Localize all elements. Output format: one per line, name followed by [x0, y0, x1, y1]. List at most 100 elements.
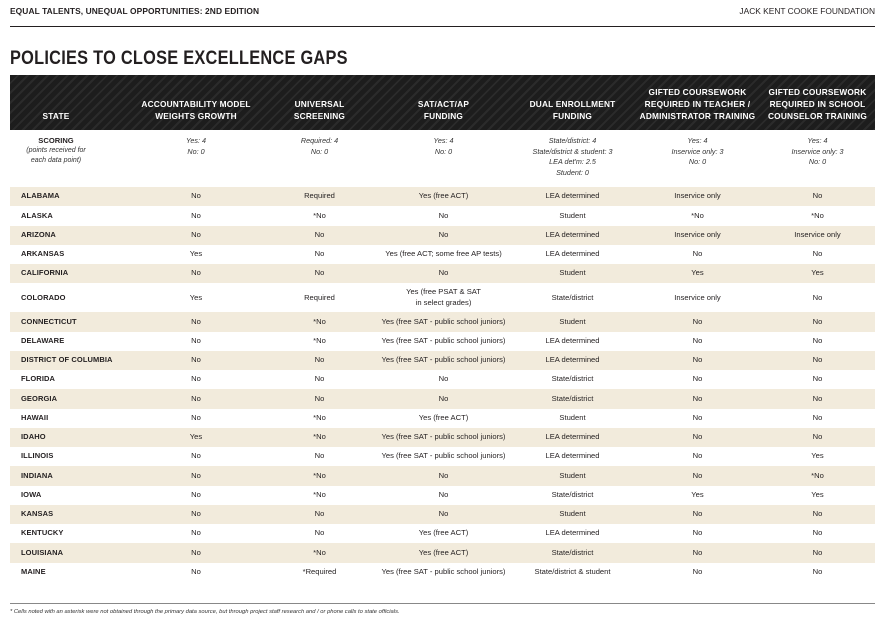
cell-counselor-training: No — [812, 509, 823, 519]
cell-universal-screening: *No — [313, 489, 326, 499]
cell-accountability: No — [191, 191, 201, 201]
cell-accountability: No — [191, 335, 201, 345]
cell-state: DELAWARE — [21, 335, 65, 345]
column-header-counselor-training: GIFTED COURSEWORK REQUIRED IN SCHOOL COU… — [767, 87, 867, 121]
table-row: ALASKA No *No No Student *No *No — [10, 206, 875, 225]
cell-dual-enrollment: LEA determined — [545, 229, 600, 239]
table-row: INDIANA No *No No Student No *No — [10, 466, 875, 486]
cell-dual-enrollment: LEA determined — [545, 191, 600, 201]
cell-teacher-training: No — [692, 528, 703, 538]
cell-state: ARIZONA — [21, 229, 56, 239]
table-row: CONNECTICUT No *No Yes (free SAT - public s… — [10, 312, 875, 332]
cell-universal-screening: Required — [304, 292, 335, 302]
cell-state: MAINE — [21, 566, 46, 576]
cell-test-funding: No — [438, 509, 449, 519]
cell-universal-screening: *No — [313, 412, 326, 422]
running-header: EQUAL TALENTS, UNEQUAL OPPORTUNITIES: 2N… — [10, 6, 875, 20]
cell-counselor-training: No — [812, 335, 823, 345]
cell-universal-screening: Required — [304, 191, 335, 201]
page-title: POLICIES TO CLOSE EXCELLENCE GAPS — [10, 48, 348, 69]
cell-teacher-training: No — [692, 566, 703, 576]
column-header-test-funding: SAT/ACT/AP FUNDING — [417, 99, 470, 121]
cell-teacher-training: No — [692, 393, 703, 403]
cell-state: CONNECTICUT — [21, 316, 77, 326]
cell-test-funding: No — [438, 374, 449, 384]
cell-accountability: No — [191, 393, 201, 403]
cell-dual-enrollment: LEA determined — [545, 335, 600, 345]
cell-test-funding: Yes (free ACT) — [418, 412, 469, 422]
cell-dual-enrollment: State/district & student — [534, 566, 611, 576]
cell-state: LOUISIANA — [21, 547, 64, 557]
table-row: DELAWARE No *No Yes (free SAT - public scho… — [10, 332, 875, 351]
cell-counselor-training: No — [812, 432, 823, 442]
cell-teacher-training: No — [692, 316, 703, 326]
cell-test-funding: No — [438, 268, 449, 278]
cell-accountability: Yes — [189, 249, 203, 259]
cell-accountability: No — [191, 470, 201, 480]
table-row: ARKANSAS Yes No Yes (free ACT; some free AP… — [10, 245, 875, 264]
cell-universal-screening: No — [314, 355, 325, 365]
table-row: DISTRICT OF COLUMBIA No No Yes (free SAT - … — [10, 350, 875, 370]
cell-teacher-training: No — [692, 547, 703, 557]
cell-teacher-training: No — [692, 355, 703, 365]
cell-counselor-training: Yes — [811, 268, 824, 278]
cell-accountability: No — [191, 451, 201, 461]
cell-accountability: No — [191, 566, 201, 576]
cell-universal-screening: No — [314, 374, 325, 384]
cell-counselor-training: *No — [811, 470, 824, 480]
table-row: GEORGIA No No No State/district No No — [10, 389, 875, 409]
cell-counselor-training: No — [812, 374, 823, 384]
cell-teacher-training: No — [692, 412, 703, 422]
cell-test-funding: Yes (free ACT) — [418, 191, 469, 201]
cell-accountability: Yes — [189, 432, 203, 442]
cell-test-funding: Yes (free SAT - public school juniors) — [381, 335, 506, 345]
publisher-name: JACK KENT COOKE FOUNDATION — [739, 6, 875, 16]
cell-counselor-training: No — [812, 316, 823, 326]
cell-test-funding: Yes (free ACT) — [418, 547, 469, 557]
scoring-accountability: Yes: 4 No: 0 — [186, 136, 206, 156]
cell-universal-screening: No — [314, 249, 325, 259]
cell-universal-screening: No — [314, 393, 325, 403]
table-row: FLORIDA No No No State/district No No — [10, 370, 875, 389]
cell-universal-screening: *No — [313, 470, 326, 480]
cell-dual-enrollment: Student — [559, 509, 586, 519]
cell-state: KENTUCKY — [21, 528, 64, 538]
table-row: ILLINOIS No No Yes (free SAT - public schoo… — [10, 447, 875, 466]
cell-universal-screening: *No — [313, 210, 326, 220]
cell-dual-enrollment: State/district — [551, 393, 594, 403]
cell-state: COLORADO — [21, 292, 66, 302]
cell-dual-enrollment: Student — [559, 268, 586, 278]
cell-state: ARKANSAS — [21, 249, 65, 259]
column-header-accountability: ACCOUNTABILITY MODEL WEIGHTS GROWTH — [141, 99, 251, 121]
cell-universal-screening: No — [314, 451, 325, 461]
cell-dual-enrollment: State/district — [551, 547, 594, 557]
table-row: ALABAMA No Required Yes (free ACT) LEA deter… — [10, 187, 875, 207]
cell-universal-screening: No — [314, 229, 325, 239]
cell-accountability: No — [191, 355, 201, 365]
scoring-test-funding: Yes: 4 No: 0 — [433, 136, 454, 156]
cell-universal-screening: *No — [313, 432, 326, 442]
cell-state: DISTRICT OF COLUMBIA — [21, 355, 113, 365]
cell-teacher-training: *No — [691, 210, 704, 220]
cell-test-funding: No — [438, 393, 449, 403]
cell-state: INDIANA — [21, 470, 53, 480]
footnote: * Cells noted with an asterisk were not … — [10, 609, 400, 615]
cell-dual-enrollment: State/district — [551, 374, 594, 384]
scoring-counselor-training: Yes: 4 Inservice only: 3 No: 0 — [791, 136, 844, 166]
cell-accountability: No — [191, 547, 201, 557]
table-row: CALIFORNIA No No No Student Yes Yes — [10, 264, 875, 284]
cell-accountability: No — [191, 374, 201, 384]
scoring-label-cell: SCORING (points received for each data p… — [10, 136, 102, 166]
cell-counselor-training: No — [812, 191, 823, 201]
cell-test-funding: Yes (free SAT - public school juniors) — [381, 355, 506, 365]
table-row: KENTUCKY No No Yes (free ACT) LEA determined… — [10, 524, 875, 543]
cell-test-funding: No — [438, 229, 449, 239]
cell-universal-screening: No — [314, 268, 325, 278]
cell-state: ALABAMA — [21, 191, 60, 201]
cell-accountability: Yes — [189, 292, 203, 302]
cell-dual-enrollment: State/district — [551, 489, 594, 499]
cell-state: IDAHO — [21, 432, 46, 442]
table-header: STATE ACCOUNTABILITY MODEL WEIGHTS GROWT… — [10, 75, 875, 130]
cell-teacher-training: No — [692, 432, 703, 442]
table-row: ARIZONA No No No LEA determined Inservice onl… — [10, 225, 875, 245]
